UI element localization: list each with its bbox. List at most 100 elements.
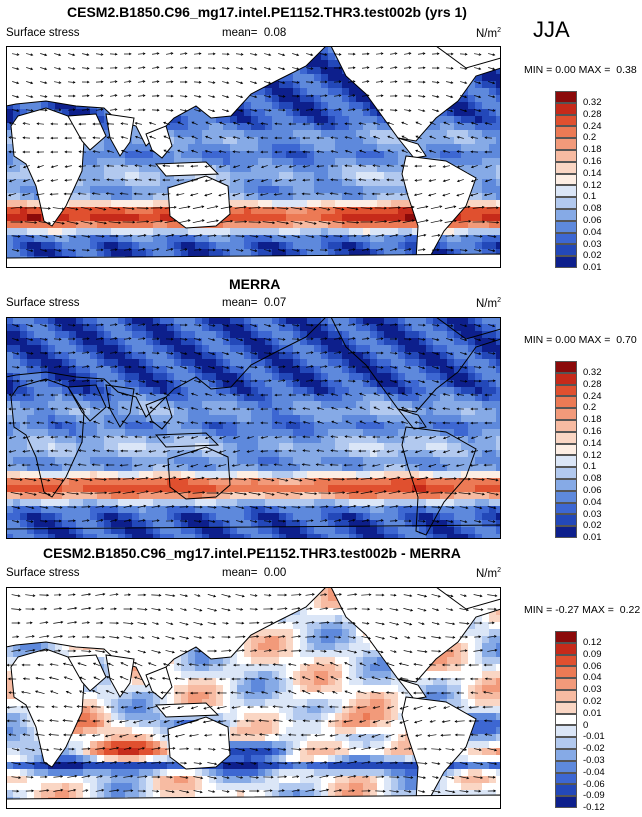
field-cell bbox=[328, 228, 336, 236]
field-cell bbox=[265, 123, 273, 131]
stress-vector-head bbox=[301, 192, 305, 196]
field-cell bbox=[125, 165, 133, 173]
field-cell bbox=[188, 338, 196, 346]
stress-vector-head bbox=[175, 193, 179, 197]
field-cell bbox=[244, 401, 252, 409]
field-cell bbox=[146, 401, 154, 409]
stress-vector-head bbox=[342, 221, 346, 225]
field-cell bbox=[244, 207, 252, 215]
field-cell bbox=[20, 193, 28, 201]
field-cell bbox=[349, 228, 357, 236]
field-cell bbox=[48, 235, 56, 243]
field-cell bbox=[475, 387, 483, 395]
field-cell bbox=[174, 345, 182, 353]
field-cell bbox=[265, 137, 273, 145]
field-cell bbox=[6, 464, 14, 472]
stress-vector bbox=[236, 109, 243, 112]
field-cell bbox=[153, 172, 161, 180]
field-cell bbox=[202, 116, 210, 124]
field-cell bbox=[391, 429, 399, 437]
stress-vector-head bbox=[142, 108, 146, 112]
field-cell bbox=[118, 443, 126, 451]
field-cell bbox=[55, 415, 63, 423]
stress-vector bbox=[67, 81, 75, 83]
stress-vector-head bbox=[232, 193, 236, 197]
stress-vector bbox=[8, 193, 17, 196]
field-cell bbox=[384, 366, 392, 374]
field-cell bbox=[482, 394, 490, 402]
field-cell bbox=[111, 242, 119, 250]
field-cell bbox=[55, 214, 63, 222]
field-cell bbox=[55, 471, 63, 479]
field-cell bbox=[426, 387, 434, 395]
field-cell bbox=[97, 242, 105, 250]
field-cell bbox=[398, 317, 406, 325]
stress-vector-head bbox=[380, 94, 384, 98]
field-cell bbox=[62, 429, 70, 437]
field-cell bbox=[104, 249, 112, 257]
stress-vector-head bbox=[198, 248, 202, 252]
field-cell bbox=[398, 450, 406, 458]
field-cell bbox=[139, 228, 147, 236]
field-cell bbox=[55, 450, 63, 458]
field-cell bbox=[307, 450, 315, 458]
stress-vector-head bbox=[464, 109, 468, 113]
field-cell bbox=[195, 345, 203, 353]
colorbar-level-label: 0.24 bbox=[583, 120, 602, 132]
field-cell bbox=[153, 429, 161, 437]
field-cell bbox=[335, 415, 343, 423]
stress-vector bbox=[135, 122, 142, 125]
field-cell bbox=[27, 394, 35, 402]
field-cell bbox=[482, 102, 490, 110]
stress-vector-head bbox=[324, 53, 328, 56]
field-cell bbox=[384, 429, 392, 437]
field-cell bbox=[412, 366, 420, 374]
field-cell bbox=[328, 457, 336, 465]
field-cell bbox=[307, 457, 315, 465]
field-cell bbox=[20, 179, 28, 187]
stress-vector-head bbox=[255, 235, 259, 238]
stress-vector-head bbox=[198, 66, 202, 70]
field-cell bbox=[342, 317, 350, 325]
stress-vector-head bbox=[470, 121, 474, 125]
field-cell bbox=[48, 373, 56, 381]
field-cell bbox=[286, 130, 294, 138]
stress-vector bbox=[53, 235, 62, 238]
stress-vector bbox=[432, 109, 439, 112]
field-cell bbox=[41, 429, 49, 437]
field-cell bbox=[475, 186, 483, 194]
stress-vector-head bbox=[100, 94, 104, 97]
field-cell bbox=[83, 422, 91, 430]
stress-vector-head bbox=[101, 234, 105, 238]
stress-vector-head bbox=[457, 121, 460, 125]
field-cell bbox=[181, 338, 189, 346]
field-cell bbox=[300, 137, 308, 145]
field-cell bbox=[139, 221, 147, 229]
stress-vector-head bbox=[464, 52, 468, 56]
field-cell bbox=[342, 366, 350, 374]
field-cell bbox=[349, 394, 357, 402]
field-cell bbox=[69, 401, 77, 409]
field-cell bbox=[307, 401, 315, 409]
field-cell bbox=[377, 207, 385, 215]
field-cell bbox=[90, 165, 98, 173]
field-cell bbox=[13, 408, 21, 416]
stress-vector-head bbox=[114, 66, 118, 70]
field-cell bbox=[370, 235, 378, 243]
field-cell bbox=[62, 450, 70, 458]
field-cell bbox=[125, 457, 133, 465]
field-cell bbox=[188, 317, 196, 325]
field-cell bbox=[230, 179, 238, 187]
field-cell bbox=[363, 450, 371, 458]
stress-vector bbox=[415, 150, 422, 153]
stress-vector bbox=[26, 109, 33, 111]
stress-vector bbox=[277, 95, 285, 97]
field-cell bbox=[293, 345, 301, 353]
field-cell bbox=[13, 394, 21, 402]
field-cell bbox=[251, 338, 259, 346]
field-cell bbox=[216, 158, 224, 166]
field-cell bbox=[265, 130, 273, 138]
field-cell bbox=[482, 345, 490, 353]
field-cell bbox=[83, 345, 91, 353]
field-cell bbox=[146, 394, 154, 402]
